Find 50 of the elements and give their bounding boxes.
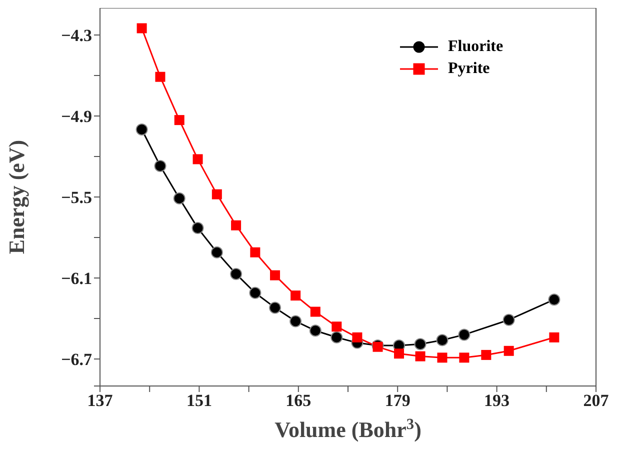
- point: [458, 328, 470, 341]
- point: [154, 160, 166, 172]
- point: [332, 322, 342, 332]
- point: [437, 352, 448, 363]
- point: [548, 294, 560, 306]
- point: [270, 270, 280, 280]
- point: [415, 351, 426, 362]
- y-tick-label: −5.5: [61, 188, 92, 208]
- point: [230, 268, 242, 280]
- legend-label: Pyrite: [448, 60, 490, 78]
- point: [192, 222, 204, 234]
- point: [352, 332, 362, 342]
- point: [310, 306, 320, 317]
- point: [481, 350, 492, 360]
- y-tick-label: −4.3: [61, 26, 92, 46]
- x-tick-label: 151: [186, 391, 212, 410]
- point: [269, 302, 282, 314]
- y-axis-title: Energy (eV): [4, 140, 29, 254]
- point: [192, 154, 203, 164]
- x-tick-label: 165: [286, 391, 312, 410]
- point: [136, 23, 147, 34]
- x-tick-label: 193: [484, 391, 510, 410]
- point: [502, 314, 515, 326]
- point: [231, 220, 242, 230]
- point: [290, 315, 302, 328]
- point: [250, 247, 260, 258]
- point: [249, 286, 262, 299]
- point: [212, 189, 222, 200]
- point: [155, 72, 166, 82]
- legend-label: Fluorite: [448, 38, 504, 56]
- point: [414, 338, 426, 350]
- x-tick-label: 207: [583, 391, 610, 410]
- point: [173, 192, 186, 204]
- point: [436, 334, 448, 346]
- y-tick-label: −6.7: [61, 350, 92, 370]
- y-tick-label: −6.1: [61, 269, 92, 288]
- point: [210, 246, 223, 258]
- point: [330, 331, 343, 344]
- x-tick-label: 179: [384, 391, 410, 410]
- x-tick-label: 137: [87, 391, 114, 410]
- point: [290, 290, 301, 301]
- point: [549, 332, 560, 342]
- point: [309, 324, 322, 337]
- point: [459, 352, 470, 363]
- x-axis-title: Volume (Bohr$^{3}$): [274, 416, 422, 442]
- y-tick-label: −4.9: [61, 107, 92, 126]
- point: [394, 348, 404, 359]
- point: [504, 346, 514, 356]
- point: [136, 124, 148, 136]
- point: [174, 115, 184, 126]
